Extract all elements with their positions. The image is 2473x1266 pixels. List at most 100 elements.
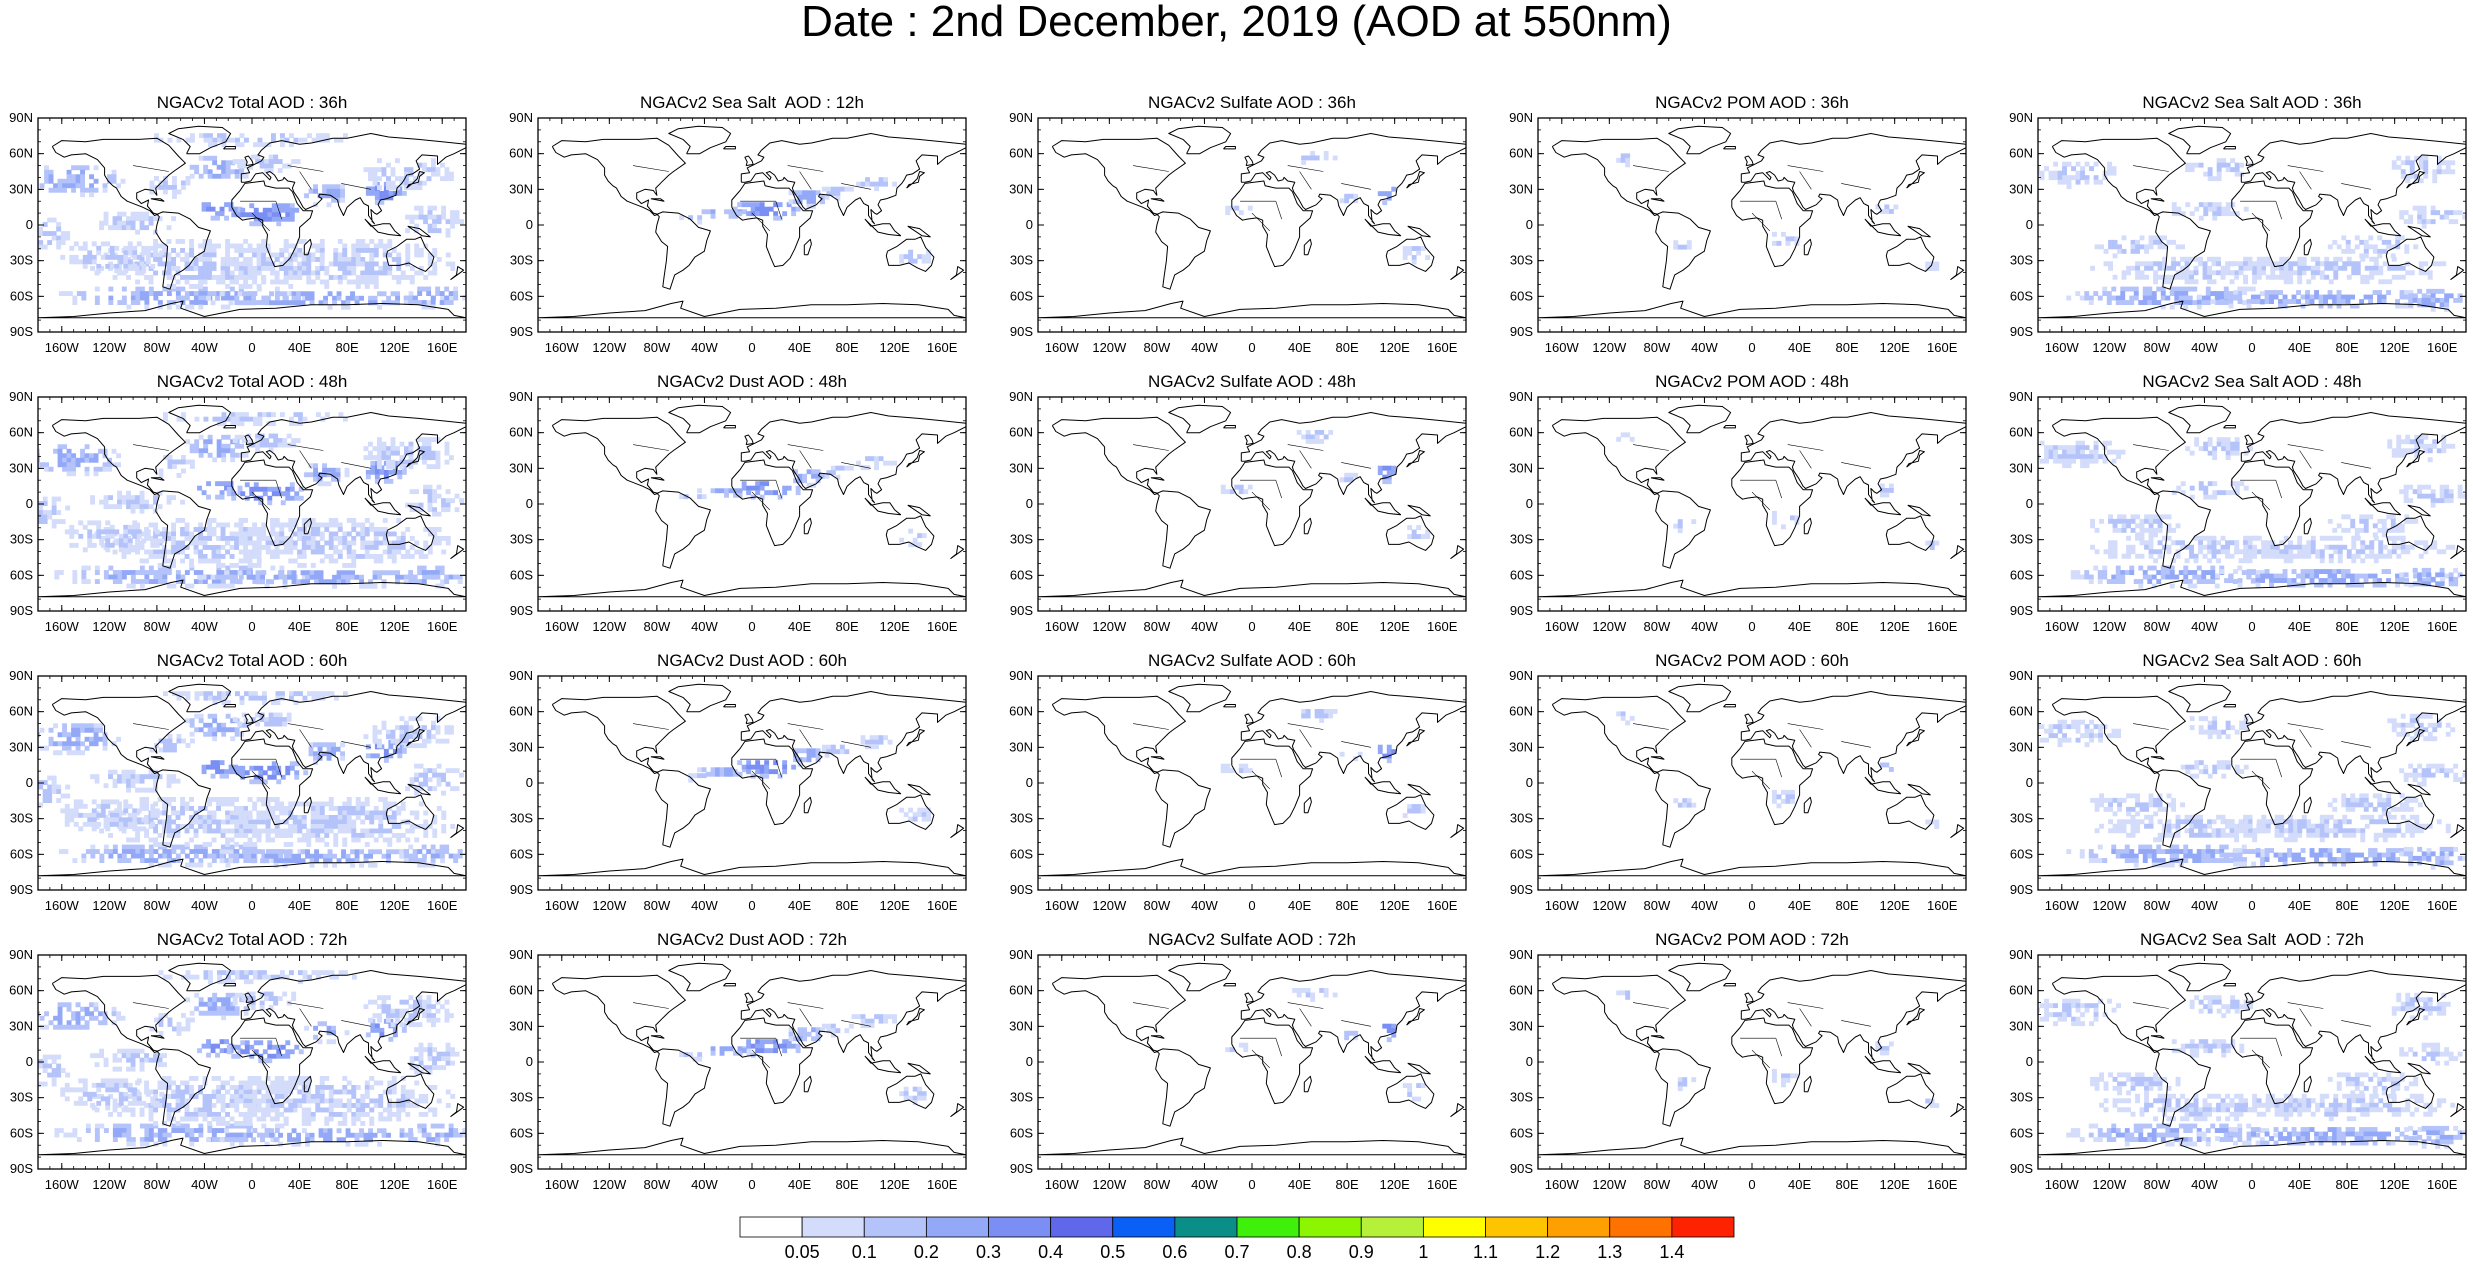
colorbar-label: 0.6 bbox=[1162, 1242, 1187, 1262]
lon-tick-label: 80E bbox=[1336, 619, 1359, 634]
lat-tick-label: 60N bbox=[509, 425, 533, 440]
lon-tick-label: 80W bbox=[644, 898, 671, 913]
lon-tick-label: 80W bbox=[2144, 1177, 2171, 1192]
lon-tick-label: 80W bbox=[1144, 340, 1171, 355]
lon-tick-label: 120E bbox=[379, 619, 410, 634]
lon-tick-label: 120E bbox=[379, 340, 410, 355]
lon-tick-label: 160E bbox=[2427, 340, 2458, 355]
lon-tick-label: 160W bbox=[2045, 898, 2080, 913]
lat-tick-label: 60S bbox=[510, 846, 533, 861]
lon-tick-label: 160W bbox=[545, 340, 580, 355]
lon-tick-label: 80W bbox=[2144, 898, 2171, 913]
lon-tick-label: 40E bbox=[1288, 898, 1311, 913]
lon-tick-label: 40W bbox=[691, 1177, 718, 1192]
coastlines bbox=[1038, 126, 1466, 317]
lon-tick-label: 80W bbox=[1644, 340, 1671, 355]
lat-tick-label: 60S bbox=[2010, 846, 2033, 861]
lon-tick-label: 40E bbox=[2288, 1177, 2311, 1192]
lon-tick-label: 160W bbox=[2045, 340, 2080, 355]
coastlines bbox=[1538, 684, 1966, 875]
lat-tick-label: 30N bbox=[1009, 460, 1033, 475]
lat-tick-label: 30N bbox=[509, 181, 533, 196]
lon-tick-label: 40W bbox=[1191, 340, 1218, 355]
lon-tick-label: 40W bbox=[2191, 340, 2218, 355]
lat-tick-label: 30S bbox=[510, 253, 533, 268]
lon-tick-label: 0 bbox=[2248, 340, 2255, 355]
lon-tick-label: 40W bbox=[191, 898, 218, 913]
lat-tick-label: 90S bbox=[10, 882, 33, 897]
lon-tick-label: 80E bbox=[1836, 1177, 1859, 1192]
lon-tick-label: 80W bbox=[2144, 340, 2171, 355]
lon-tick-label: 160W bbox=[545, 1177, 580, 1192]
lon-tick-label: 120E bbox=[2379, 898, 2410, 913]
lon-tick-label: 80E bbox=[2336, 619, 2359, 634]
lon-tick-label: 160W bbox=[1045, 340, 1080, 355]
lat-tick-label: 60S bbox=[510, 288, 533, 303]
lat-tick-label: 30S bbox=[510, 1090, 533, 1105]
aod-field bbox=[1221, 709, 1426, 818]
lat-tick-label: 30S bbox=[2010, 532, 2033, 547]
lat-tick-label: 0 bbox=[1026, 496, 1033, 511]
coastlines bbox=[2038, 405, 2466, 596]
aod-field bbox=[25, 412, 464, 589]
coastlines bbox=[538, 963, 966, 1154]
aod-field bbox=[29, 133, 467, 310]
lat-tick-label: 30N bbox=[1509, 1018, 1533, 1033]
lat-tick-label: 90S bbox=[1010, 603, 1033, 618]
lat-tick-label: 60N bbox=[1509, 704, 1533, 719]
lat-tick-label: 60S bbox=[1010, 1125, 1033, 1140]
lat-tick-label: 60S bbox=[1010, 288, 1033, 303]
lat-tick-label: 30S bbox=[2010, 811, 2033, 826]
lon-tick-label: 80E bbox=[836, 1177, 859, 1192]
lon-tick-label: 40W bbox=[1691, 340, 1718, 355]
lat-tick-label: 30S bbox=[1510, 253, 1533, 268]
coastlines bbox=[1538, 963, 1966, 1154]
lon-tick-label: 80E bbox=[2336, 898, 2359, 913]
lon-tick-label: 120W bbox=[592, 340, 627, 355]
lat-tick-label: 60N bbox=[9, 146, 33, 161]
lat-tick-label: 30N bbox=[509, 739, 533, 754]
lat-tick-label: 90S bbox=[10, 603, 33, 618]
colorbar-label: 0.5 bbox=[1100, 1242, 1125, 1262]
lon-tick-label: 0 bbox=[748, 340, 755, 355]
lat-tick-label: 90N bbox=[2009, 110, 2033, 125]
lat-tick-label: 60S bbox=[10, 846, 33, 861]
aod-field bbox=[2031, 435, 2468, 589]
lon-tick-label: 0 bbox=[248, 1177, 255, 1192]
lat-tick-label: 30S bbox=[510, 811, 533, 826]
lat-tick-label: 60N bbox=[1009, 146, 1033, 161]
lat-tick-label: 60N bbox=[509, 704, 533, 719]
lat-tick-label: 90N bbox=[509, 110, 533, 125]
lat-tick-label: 30S bbox=[1010, 811, 1033, 826]
colorbar-swatch bbox=[1237, 1217, 1299, 1237]
lon-tick-label: 160W bbox=[545, 619, 580, 634]
colorbar-swatch bbox=[1299, 1217, 1361, 1237]
lat-tick-label: 60N bbox=[1509, 983, 1533, 998]
lat-tick-label: 90S bbox=[10, 1161, 33, 1176]
lat-tick-label: 30N bbox=[1509, 181, 1533, 196]
lon-tick-label: 80W bbox=[1644, 898, 1671, 913]
colorbar-swatch bbox=[926, 1217, 988, 1237]
lon-tick-label: 120E bbox=[1379, 340, 1410, 355]
coastlines bbox=[538, 684, 966, 875]
lat-tick-label: 30N bbox=[509, 1018, 533, 1033]
lat-tick-label: 90N bbox=[509, 668, 533, 683]
lon-tick-label: 160W bbox=[45, 619, 80, 634]
lon-tick-label: 120W bbox=[92, 1177, 127, 1192]
lon-tick-label: 160W bbox=[45, 1177, 80, 1192]
lat-tick-label: 90S bbox=[1510, 324, 1533, 339]
lat-tick-label: 90N bbox=[1009, 389, 1033, 404]
